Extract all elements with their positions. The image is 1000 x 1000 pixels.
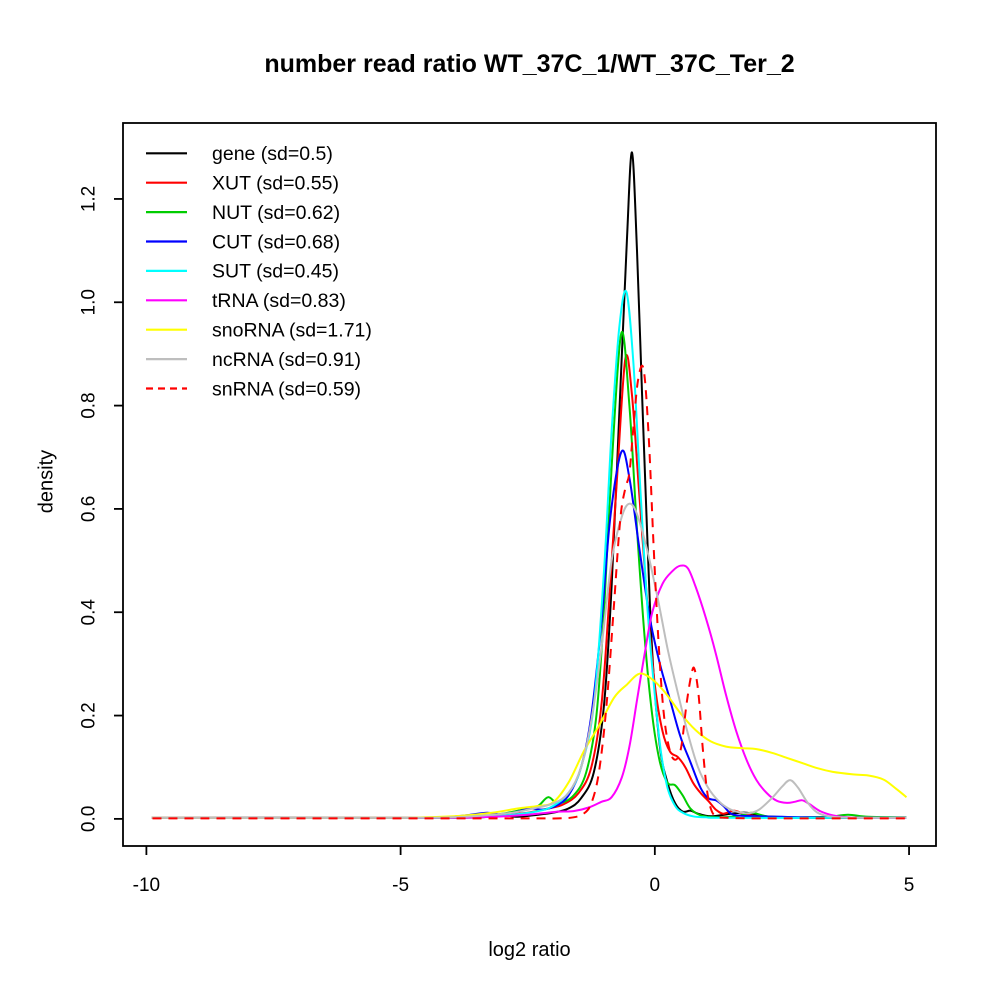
legend-label-snoRNA: snoRNA (sd=1.71) — [212, 320, 372, 342]
y-tick-label: 0.2 — [79, 702, 100, 728]
series-line-NUT — [151, 330, 907, 819]
series-line-XUT — [151, 354, 907, 819]
series-line-tRNA — [151, 564, 907, 819]
series-line-ncRNA — [151, 502, 907, 819]
x-tick-label: 0 — [650, 875, 661, 896]
chart-title: number read ratio WT_37C_1/WT_37C_Ter_2 — [264, 50, 795, 78]
legend-label-ncRNA: ncRNA (sd=0.91) — [212, 349, 361, 371]
x-tick-label: -5 — [392, 875, 409, 896]
x-tick-label: 5 — [904, 875, 915, 896]
plot-box — [122, 122, 937, 847]
x-axis-label: log2 ratio — [488, 939, 571, 961]
legend-label-CUT: CUT (sd=0.68) — [212, 231, 340, 253]
y-tick-label: 0.0 — [79, 806, 100, 832]
y-tick-label: 0.6 — [79, 496, 100, 522]
series-line-snRNA — [152, 364, 907, 820]
series-line-SUT — [151, 289, 907, 819]
y-tick-label: 1.0 — [79, 289, 100, 315]
series-line-snoRNA — [151, 672, 908, 819]
legend-label-NUT: NUT (sd=0.62) — [212, 202, 340, 224]
legend-label-gene: gene (sd=0.5) — [212, 143, 333, 165]
legend-label-snRNA: snRNA (sd=0.59) — [212, 378, 361, 400]
series-line-gene — [151, 151, 907, 819]
y-tick-label: 1.2 — [79, 186, 100, 212]
legend-label-SUT: SUT (sd=0.45) — [212, 261, 339, 283]
legend-label-tRNA: tRNA (sd=0.83) — [212, 290, 346, 312]
y-tick-label: 0.4 — [79, 599, 100, 626]
series-line-CUT — [151, 449, 907, 819]
x-tick-label: -10 — [133, 875, 160, 896]
y-tick-label: 0.8 — [79, 392, 100, 418]
legend-label-XUT: XUT (sd=0.55) — [212, 173, 339, 195]
